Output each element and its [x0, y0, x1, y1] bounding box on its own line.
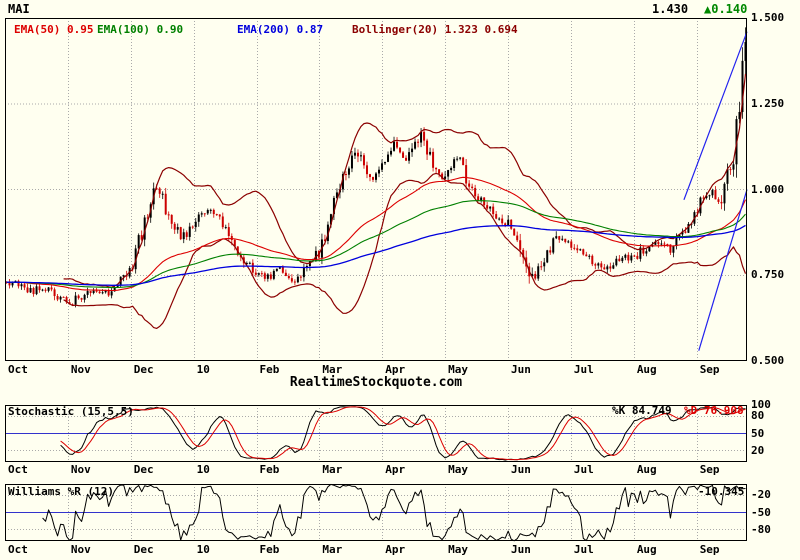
williams-label: Williams %R (12) [8, 485, 114, 498]
main-y-axis-tick: 1.500 [751, 11, 785, 24]
stochastic-d-value: %D 76.908 [684, 404, 744, 417]
x-axis-label-main: Oct [8, 363, 28, 376]
x-axis-label-main: May [448, 363, 469, 376]
x-axis-label-main: 10 [196, 363, 210, 376]
x-axis-label-stochastic: Sep [699, 463, 720, 476]
legend-item: EMA(50) 0.95 [14, 23, 94, 36]
x-axis-label-williams: Apr [385, 543, 406, 556]
stochastic-y-axis-tick: 100 [751, 398, 771, 411]
legend-item: Bollinger(20) 1.323 0.694 [352, 23, 518, 36]
x-axis-label-main: Dec [133, 363, 154, 376]
x-axis-label-williams: Mar [322, 543, 343, 556]
x-axis-label-stochastic: Jul [573, 463, 594, 476]
x-axis-label-stochastic: Dec [133, 463, 154, 476]
x-axis-label-williams: Sep [699, 543, 720, 556]
legend-item: EMA(100) 0.90 [97, 23, 184, 36]
x-axis-label-williams: Oct [8, 543, 28, 556]
x-axis-label-main: Apr [385, 363, 406, 376]
stochastic-label: Stochastic (15,5,5) [8, 405, 134, 418]
x-axis-label-williams: Feb [259, 543, 280, 556]
williams-value: -10.345 [698, 485, 745, 498]
symbol: MAI [8, 2, 30, 16]
x-axis-label-williams: May [448, 543, 469, 556]
price-change: ▲0.140 [704, 2, 748, 16]
x-axis-label-stochastic: Aug [636, 463, 657, 476]
x-axis-label-stochastic: Nov [70, 463, 91, 476]
x-axis-label-main: Sep [699, 363, 720, 376]
main-y-axis-tick: 0.500 [751, 354, 785, 367]
watermark: RealtimeStockquote.com [289, 375, 463, 390]
x-axis-label-stochastic: Mar [322, 463, 343, 476]
x-axis-label-main: Mar [322, 363, 343, 376]
stochastic-y-axis-tick: 50 [751, 426, 765, 440]
stochastic-y-axis-tick: 20 [751, 443, 765, 457]
williams-y-axis-tick: -50 [751, 505, 771, 519]
x-axis-label-williams: Jul [573, 543, 594, 556]
x-axis-label-stochastic: May [448, 463, 469, 476]
main-y-axis-tick: 1.250 [751, 96, 785, 110]
main-y-axis-tick: 0.750 [751, 268, 785, 282]
x-axis-label-main: Feb [259, 363, 280, 376]
x-axis-label-stochastic: Apr [385, 463, 406, 476]
x-axis-label-stochastic: Oct [8, 463, 28, 476]
x-axis-label-main: Nov [70, 363, 91, 376]
stochastic-y-axis-tick: 80 [751, 409, 765, 423]
williams-y-axis-tick: -20 [751, 488, 771, 502]
main-y-axis-tick: 1.000 [751, 182, 785, 196]
last-price: 1.430 [652, 2, 689, 16]
x-axis-label-williams: Dec [133, 543, 154, 556]
x-axis-label-main: Jun [511, 363, 531, 376]
x-axis-label-williams: Jun [511, 543, 531, 556]
x-axis-label-stochastic: Feb [259, 463, 280, 476]
x-axis-label-williams: Aug [636, 543, 657, 556]
x-axis-label-stochastic: 10 [196, 463, 210, 476]
x-axis-label-williams: Nov [70, 543, 91, 556]
x-axis-label-main: Aug [636, 363, 657, 376]
x-axis-label-main: Jul [573, 363, 594, 376]
legend-item: EMA(200) 0.87 [237, 23, 324, 36]
williams-y-axis-tick: -80 [751, 522, 771, 536]
x-axis-label-stochastic: Jun [511, 463, 531, 476]
stochastic-k-value: %K 84.749 [612, 404, 672, 417]
x-axis-label-williams: 10 [196, 543, 210, 556]
